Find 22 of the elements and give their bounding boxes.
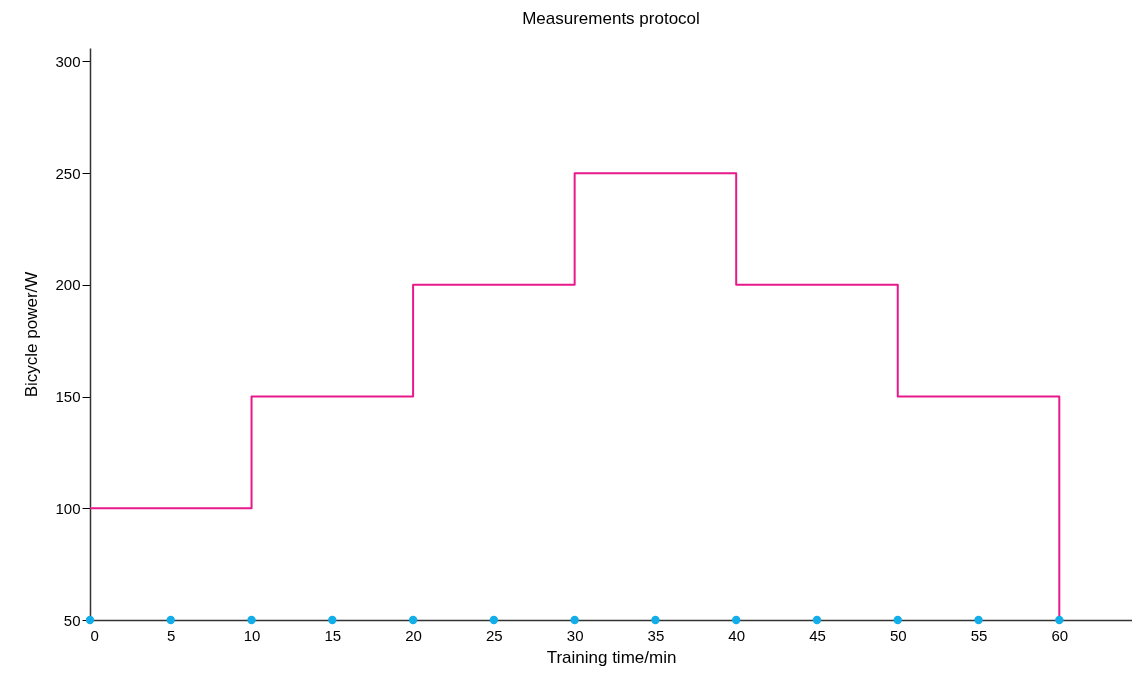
y-tick-label: 100 bbox=[55, 499, 81, 517]
y-tick-label: 300 bbox=[55, 52, 81, 70]
x-tick-label: 0 bbox=[90, 626, 99, 644]
y-tick-label: 150 bbox=[55, 388, 81, 406]
x-tick-label: 45 bbox=[809, 626, 826, 644]
x-tick-label: 20 bbox=[405, 626, 422, 644]
x-tick-label: 25 bbox=[486, 626, 503, 644]
y-tick-label: 250 bbox=[55, 164, 81, 182]
y-axis-title: Bicycle power/W bbox=[22, 271, 42, 398]
y-tick-label: 200 bbox=[55, 276, 81, 294]
x-tick-label: 15 bbox=[324, 626, 342, 644]
x-tick-label: 40 bbox=[728, 626, 746, 644]
x-tick-label: 55 bbox=[970, 626, 988, 644]
x-tick-label: 10 bbox=[243, 626, 261, 644]
chart-title: Measurements protocol bbox=[522, 9, 700, 28]
x-tick-label: 35 bbox=[647, 626, 665, 644]
x-tick-label: 5 bbox=[167, 626, 176, 644]
x-axis-title: Training time/min bbox=[546, 647, 677, 667]
x-tick-label: 50 bbox=[889, 626, 907, 644]
y-tick-label: 50 bbox=[63, 611, 81, 629]
x-tick-label: 30 bbox=[566, 626, 584, 644]
x-tick-label: 60 bbox=[1051, 626, 1069, 644]
